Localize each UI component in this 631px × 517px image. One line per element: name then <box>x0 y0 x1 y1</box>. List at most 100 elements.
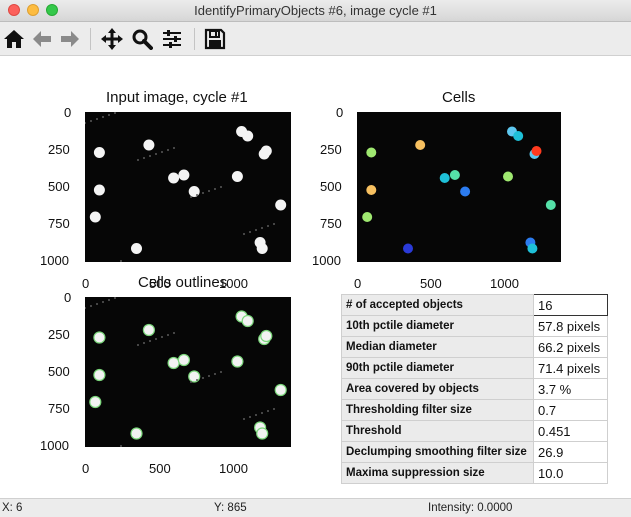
measurement-label: 90th pctile diameter <box>341 357 534 379</box>
cell-label <box>513 131 524 141</box>
image-speckle <box>173 332 175 334</box>
minimize-window-button[interactable] <box>27 4 39 16</box>
y-tick: 750 <box>48 401 70 416</box>
image-speckle <box>161 336 163 338</box>
image-speckle <box>243 418 245 420</box>
image-speckle <box>114 297 116 299</box>
close-window-button[interactable] <box>8 4 20 16</box>
image-speckle <box>102 301 104 303</box>
image-speckle <box>190 381 192 383</box>
pan-icon <box>101 28 123 50</box>
image-speckle <box>84 307 86 309</box>
measurement-value[interactable]: 0.451 <box>533 420 608 442</box>
image-speckle <box>249 231 251 233</box>
x-tick: 1000 <box>219 276 248 291</box>
cell-outline <box>93 331 106 344</box>
image-speckle <box>108 114 110 116</box>
image-speckle <box>90 305 92 307</box>
image-speckle <box>120 260 122 262</box>
cell-nucleus <box>260 145 272 157</box>
y-tick: 250 <box>48 142 70 157</box>
cell-label <box>403 243 413 254</box>
input-image-title: Input image, cycle #1 <box>106 89 248 106</box>
cell-outline <box>130 427 143 440</box>
cell-label <box>545 200 556 210</box>
title-bar: IdentifyPrimaryObjects #6, image cycle #… <box>0 0 631 22</box>
y-tick: 500 <box>48 364 70 379</box>
table-row: Thresholding filter size 0.7 <box>341 399 608 421</box>
measurement-label: Threshold <box>341 420 534 442</box>
maximize-window-button[interactable] <box>46 4 58 16</box>
window-title: IdentifyPrimaryObjects #6, image cycle #… <box>194 3 437 18</box>
table-row: Threshold 0.451 <box>341 420 608 442</box>
toolbar-separator <box>90 28 91 50</box>
configure-subplots-button[interactable] <box>158 25 186 53</box>
forward-button[interactable] <box>56 25 84 53</box>
cell-label <box>439 173 450 183</box>
image-speckle <box>208 190 210 192</box>
measurement-value[interactable]: 71.4 pixels <box>533 357 608 379</box>
image-speckle <box>255 414 257 416</box>
image-speckle <box>173 147 175 149</box>
cells-outlines-canvas <box>84 297 287 447</box>
measurement-value[interactable]: 16 <box>533 294 608 316</box>
cell-nucleus <box>93 184 105 196</box>
table-row: Area covered by objects 3.7 % <box>341 378 608 400</box>
image-speckle <box>249 416 251 418</box>
measurement-value[interactable]: 57.8 pixels <box>533 315 608 337</box>
table-row: Median diameter 66.2 pixels <box>341 336 608 358</box>
cell-outline <box>241 314 254 328</box>
forward-arrow-icon <box>61 31 79 47</box>
image-speckle <box>267 410 269 412</box>
save-button[interactable] <box>201 25 229 53</box>
plot-toolbar <box>0 22 631 56</box>
x-tick: 500 <box>149 461 171 476</box>
cells-label-canvas <box>362 126 556 254</box>
measurement-value[interactable]: 10.0 <box>533 462 608 484</box>
measurement-value[interactable]: 26.9 <box>533 441 608 463</box>
image-speckle <box>261 227 263 229</box>
measurement-label: # of accepted objects <box>341 294 534 316</box>
cell-nucleus <box>89 211 101 223</box>
table-row: # of accepted objects 16 <box>341 294 608 316</box>
cell-nucleus <box>231 171 243 182</box>
image-speckle <box>273 408 275 410</box>
back-button[interactable] <box>28 25 56 53</box>
home-button[interactable] <box>0 25 28 53</box>
image-speckle <box>202 377 204 379</box>
x-tick: 500 <box>420 276 442 291</box>
image-speckle <box>84 122 86 124</box>
image-speckle <box>114 112 116 114</box>
measurement-label: Area covered by objects <box>341 378 534 400</box>
table-row: Maxima suppression size 10.0 <box>341 462 608 484</box>
measurement-label: Median diameter <box>341 336 534 358</box>
cell-label <box>527 243 538 254</box>
table-row: 90th pctile diameter 71.4 pixels <box>341 357 608 379</box>
zoom-button[interactable] <box>128 25 156 53</box>
image-speckle <box>161 151 163 153</box>
figure-canvas[interactable]: Input image, cycle #1 0 250 500 750 1000… <box>0 57 631 498</box>
cell-nucleus <box>275 199 287 211</box>
cell-nucleus <box>242 130 254 142</box>
measurement-value[interactable]: 0.7 <box>533 399 608 421</box>
x-tick: 1000 <box>219 461 248 476</box>
cell-outline <box>274 383 287 397</box>
x-tick: 1000 <box>490 276 519 291</box>
input-image[interactable] <box>84 112 291 262</box>
cell-outline <box>93 368 106 382</box>
cell-outline <box>231 355 244 368</box>
y-tick: 500 <box>320 179 342 194</box>
image-speckle <box>196 379 198 381</box>
measurement-value[interactable]: 3.7 % <box>533 378 608 400</box>
cell-nucleus <box>168 172 180 184</box>
cell-label <box>366 147 377 158</box>
image-speckle <box>243 233 245 235</box>
cell-outline <box>142 323 156 337</box>
pan-button[interactable] <box>98 25 126 53</box>
cells-title: Cells <box>442 89 476 106</box>
cells-label-image[interactable] <box>357 112 561 262</box>
measurement-value[interactable]: 66.2 pixels <box>533 336 608 358</box>
cells-outlines-image[interactable] <box>84 297 291 447</box>
image-speckle <box>137 159 139 161</box>
